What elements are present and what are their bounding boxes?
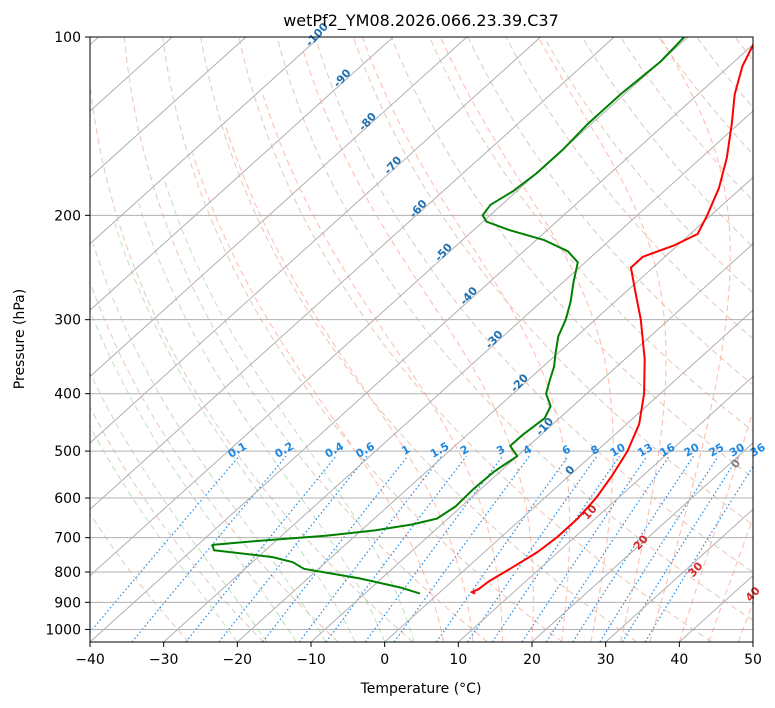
mixing-ratio-line [262, 455, 409, 642]
isotherm-line [90, 37, 394, 311]
mixing-ratio-lines [90, 455, 753, 642]
x-axis-ticks: −40 −30 −20 −10 0 10 20 30 40 50 [75, 642, 762, 668]
isotherm-line [457, 375, 753, 642]
y-axis-title: Pressure (hPa) [12, 289, 28, 389]
mixing-ratio-line [572, 455, 694, 642]
dry-adiabat-line [238, 37, 712, 642]
x-tick-label: 10 [449, 652, 467, 668]
plot-background [90, 37, 753, 642]
x-tick-label: 30 [597, 652, 615, 668]
mixing-ratio-line [90, 455, 240, 634]
mixing-ratio-line [599, 455, 719, 642]
isotherm-line [236, 176, 753, 642]
moist-adiabat-line [192, 152, 445, 642]
temperature-profile-line [470, 42, 753, 595]
dry-adiabat-line [162, 37, 563, 642]
moist-adiabat-line [261, 92, 503, 642]
mixing-ratio-line [467, 455, 598, 642]
moist-adiabat-line [678, 409, 753, 642]
y-axis-ticks: 100 200 300 400 500 600 700 800 900 1000 [45, 30, 90, 638]
x-axis-title: Temperature (°C) [360, 681, 482, 697]
plot-border [89, 36, 754, 643]
mixing-ratio-line [491, 455, 621, 642]
y-tick-label: 800 [54, 565, 81, 581]
moist-adiabat-line [649, 37, 731, 642]
dry-adiabat-line [543, 37, 753, 294]
x-tick-label: 0 [380, 652, 389, 668]
isotherm-line [90, 37, 689, 577]
isotherm-line [531, 442, 753, 642]
moist-adiabat-line [163, 178, 415, 642]
sounding-series [211, 37, 753, 595]
y-tick-label: 100 [54, 30, 81, 46]
plot-area [90, 37, 753, 642]
isotherm-line [90, 37, 468, 378]
mixing-ratio-line [131, 455, 287, 642]
y-tick-label: 700 [54, 531, 81, 547]
dry-adiabat-line [467, 37, 753, 386]
dry-adiabat-line [90, 405, 264, 642]
y-tick-label: 400 [54, 387, 81, 403]
dry-adiabat-line [90, 80, 414, 642]
mixing-ratio-line [325, 455, 467, 642]
moist-adiabat-line [538, 37, 667, 642]
y-tick-label: 1000 [45, 622, 81, 638]
moist-adiabat-line [90, 371, 268, 642]
y-tick-label: 300 [54, 313, 81, 329]
isotherm-line [163, 110, 753, 642]
dry-adiabat-line [620, 37, 753, 202]
moist-adiabat-line [138, 203, 386, 642]
y-tick-label: 900 [54, 595, 81, 611]
isotherm-line [90, 37, 320, 245]
y-tick-label: 600 [54, 491, 81, 507]
moist-adiabat-line [90, 309, 297, 642]
dewpoint-profile-line [211, 37, 685, 595]
isotherm-line [384, 309, 753, 642]
x-tick-label: 50 [744, 652, 762, 668]
isotherm-line [752, 641, 753, 642]
isotherm-line [90, 37, 615, 510]
isotherm-line [605, 508, 753, 642]
dry-adiabat-line [200, 37, 638, 642]
isotherm-line [90, 44, 753, 642]
x-tick-label: 20 [523, 652, 541, 668]
mixing-ratio-line [364, 455, 504, 642]
moist-adiabat-line [92, 243, 327, 642]
mixing-ratio-line [521, 455, 648, 642]
dry-adiabat-line [123, 37, 488, 642]
chart-title: wetPf2_YM08.2026.066.23.39.C37 [283, 11, 559, 31]
mixing-ratio-line [435, 455, 569, 642]
pressure-grid [90, 37, 753, 630]
dry-adiabat-line [314, 37, 753, 573]
dry-adiabat-line [391, 37, 753, 479]
moist-adiabat-line [440, 37, 614, 642]
isotherm-grid [90, 37, 753, 642]
mixing-ratio-line [644, 465, 753, 642]
x-tick-label: −20 [223, 652, 253, 668]
x-tick-label: −10 [296, 652, 326, 668]
moist-adiabat-line [90, 425, 238, 642]
isotherm-line [90, 37, 247, 179]
dry-adiabat-line [505, 37, 753, 340]
y-tick-label: 200 [54, 208, 81, 224]
isotherm-line [90, 37, 541, 444]
mixing-ratio-line [298, 455, 442, 642]
mixing-ratio-line [621, 455, 740, 642]
isotherm-line [310, 243, 753, 642]
x-tick-label: 40 [670, 652, 688, 668]
y-tick-label: 500 [54, 444, 81, 460]
x-tick-label: −40 [75, 652, 105, 668]
plot-frame [89, 36, 754, 643]
x-tick-label: −30 [149, 652, 179, 668]
